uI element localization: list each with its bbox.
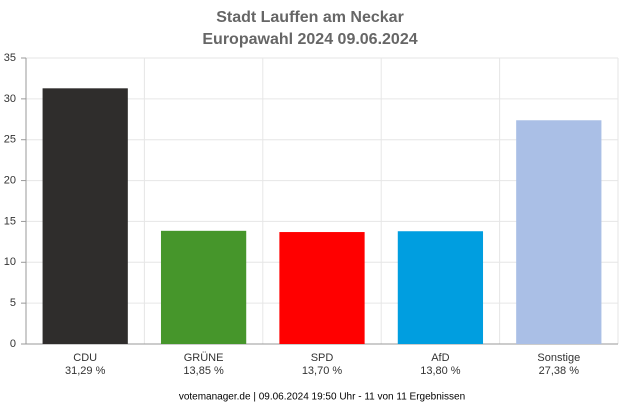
- chart-title: Stadt Lauffen am Neckar: [216, 9, 404, 26]
- value-label: 13,80 %: [420, 365, 461, 377]
- value-label: 13,85 %: [183, 365, 224, 377]
- y-tick-label: 35: [4, 52, 16, 64]
- x-tick-label: SPD: [311, 352, 334, 364]
- y-tick-label: 30: [4, 93, 16, 105]
- value-label: 13,70 %: [302, 365, 343, 377]
- chart-subtitle: Europawahl 2024 09.06.2024: [202, 31, 417, 48]
- y-tick-label: 5: [10, 297, 16, 309]
- y-tick-label: 10: [4, 256, 16, 268]
- bar: [397, 231, 484, 344]
- y-tick-label: 0: [10, 338, 16, 350]
- x-tick-label: GRÜNE: [184, 352, 224, 364]
- y-tick-label: 20: [4, 174, 16, 186]
- bar: [516, 120, 602, 344]
- bar: [160, 230, 247, 344]
- bar: [279, 232, 365, 344]
- x-tick-label: Sonstige: [537, 352, 580, 364]
- y-tick-label: 15: [4, 215, 16, 227]
- footer: votemanager.de | 09.06.2024 19:50 Uhr - …: [179, 392, 465, 403]
- x-tick-label: AfD: [431, 352, 449, 364]
- value-label: 27,38 %: [539, 365, 580, 377]
- value-label: 31,29 %: [65, 365, 106, 377]
- y-tick-label: 25: [4, 134, 16, 146]
- bar: [42, 88, 128, 344]
- x-tick-label: CDU: [73, 352, 97, 364]
